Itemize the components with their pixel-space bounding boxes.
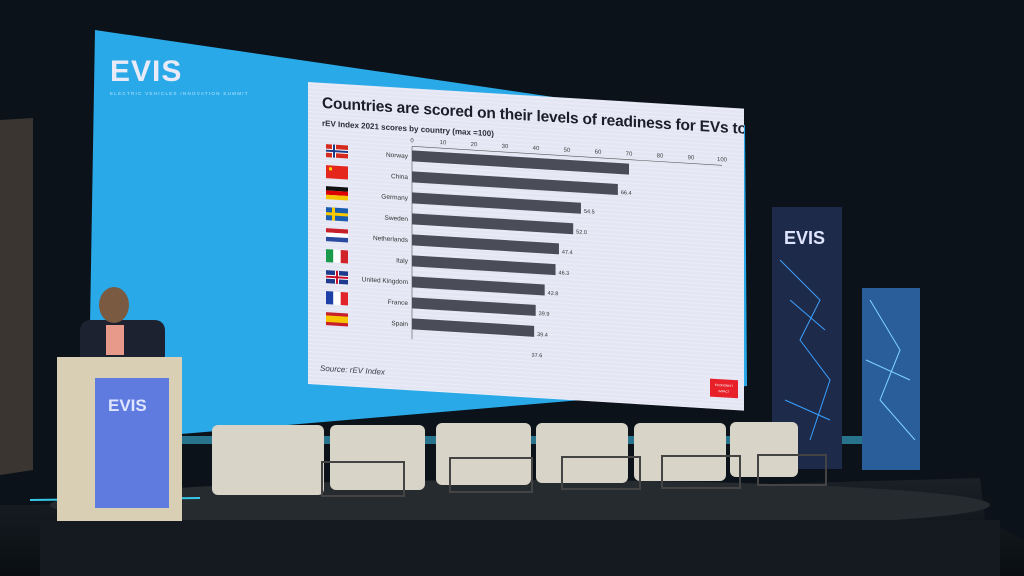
bar-netherlands [412, 234, 559, 255]
banner-network-lines [865, 299, 916, 441]
bar-italy [412, 255, 556, 276]
norway-flag-part [326, 149, 348, 153]
category-label: Italy [396, 257, 409, 265]
evis-logo-text: EVIS [110, 55, 183, 88]
bar-spain [412, 318, 535, 337]
france-flag-part [333, 291, 341, 306]
economist-impact-badge: ECONOMIST IMPACT [710, 378, 738, 399]
banner-logo: EVIS [784, 228, 826, 248]
bar-united-kingdom [412, 276, 545, 296]
category-label: China [391, 173, 408, 181]
data-label: 46.3 [559, 270, 570, 277]
podium-panel [95, 378, 169, 508]
china-flag-part [326, 165, 348, 180]
presentation-slide: Countries are scored on their levels of … [308, 82, 744, 411]
netherlands-flag-part [326, 236, 348, 243]
italy-flag-part [326, 249, 334, 263]
category-label: France [388, 299, 409, 307]
side-tables [321, 454, 827, 497]
banner-network-lines [779, 259, 831, 441]
germany-flag-part [326, 190, 348, 197]
data-label: 47.4 [562, 250, 573, 257]
screen-logo: EVIS ELECTRIC VEHICLES INNOVATION SUMMIT [110, 55, 249, 96]
x-axis-line [412, 146, 722, 166]
bar-germany [412, 192, 581, 214]
italy-flag-part [340, 250, 349, 264]
x-tick-label: 90 [688, 155, 695, 161]
data-label: 66.4 [621, 190, 632, 197]
podium-logo: EVIS [108, 396, 147, 415]
x-tick-label: 40 [533, 146, 540, 152]
sweden-flag-part [326, 212, 348, 217]
x-tick-label: 50 [564, 148, 571, 154]
banner-right [862, 288, 920, 470]
x-tick-label: 10 [440, 140, 447, 146]
x-tick-label: 80 [657, 153, 664, 159]
x-tick-label: 20 [471, 142, 478, 148]
data-label: 39.4 [537, 332, 548, 339]
bar-sweden [412, 213, 574, 235]
category-label: Sweden [385, 215, 409, 223]
bar-norway [412, 150, 629, 175]
france-flag-part [340, 292, 349, 306]
evis-tagline: ELECTRIC VEHICLES INNOVATION SUMMIT [110, 91, 249, 96]
germany-flag-part [326, 194, 348, 201]
x-tick-label: 0 [410, 138, 414, 144]
germany-flag-part [326, 186, 348, 192]
speaker [80, 287, 165, 365]
bar-china [412, 171, 618, 195]
category-label: United Kingdom [362, 276, 408, 286]
france-flag-part [326, 291, 334, 305]
data-label: 39.9 [539, 311, 550, 318]
bar-chart: 0 10 20 30 40 50 60 70 80 90 100 Norway China Germany… [326, 138, 728, 360]
china-flag-part [329, 167, 332, 171]
category-label: Netherlands [373, 235, 409, 244]
x-tick-label: 60 [595, 150, 602, 156]
x-tick-label: 30 [502, 144, 509, 150]
netherlands-flag-part [326, 228, 348, 234]
spain-flag-part [326, 315, 348, 324]
italy-flag-part [333, 249, 341, 264]
uk-flag-part [326, 275, 348, 279]
chairs [212, 422, 798, 495]
x-tick-label: 70 [626, 151, 633, 157]
stage-step [40, 520, 1000, 576]
data-label: 37.6 [532, 353, 543, 360]
data-label: 54.5 [584, 209, 595, 216]
category-label: Germany [381, 193, 408, 202]
bar-france [412, 297, 536, 316]
data-label: 52.0 [576, 229, 587, 236]
data-label: 42.8 [548, 291, 559, 298]
x-tick-label: 100 [717, 157, 728, 164]
category-label: Norway [386, 152, 409, 160]
category-label: Spain [391, 320, 408, 328]
left-panel [0, 118, 33, 475]
netherlands-flag-part [326, 232, 348, 239]
